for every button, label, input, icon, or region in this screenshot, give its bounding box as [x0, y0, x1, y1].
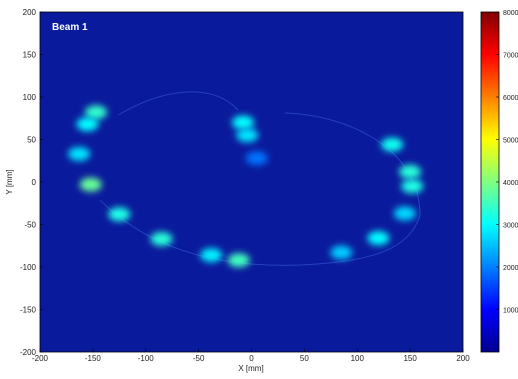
y-tick-label: 50: [27, 136, 36, 145]
colorbar-tick-label: 2000: [503, 265, 518, 272]
beam-spot: [68, 147, 90, 161]
y-tick-label: 100: [23, 93, 37, 102]
y-tick-label: 0: [32, 178, 37, 187]
colorbar-tick-label: 5000: [503, 138, 518, 145]
plot-area: [40, 12, 463, 352]
colorbar-tick-label: 8000: [503, 10, 518, 17]
colorbar-tick-label: 7000: [503, 53, 518, 60]
beam-spot: [246, 151, 268, 165]
x-tick-label: 100: [351, 354, 365, 363]
beam-spot: [394, 206, 416, 220]
colorbar-tick-label: 1000: [503, 308, 518, 315]
y-tick-label: 200: [23, 8, 37, 17]
beam-spot: [236, 128, 258, 142]
beam-spot: [108, 207, 130, 221]
beam-spot: [330, 246, 352, 260]
beam-spot: [367, 231, 389, 245]
y-axis-label: Y [mm]: [5, 169, 14, 194]
beam-spot: [151, 232, 173, 246]
y-tick-label: -150: [20, 306, 37, 315]
x-tick-label: 200: [456, 354, 470, 363]
x-tick-label: 0: [249, 354, 254, 363]
y-tick-label: 150: [23, 51, 37, 60]
chart-title: Beam 1: [52, 22, 88, 33]
beam-spot: [381, 138, 403, 152]
beam-spot: [232, 116, 254, 130]
colorbar-tick-label: 4000: [503, 180, 518, 187]
beam-spot: [200, 248, 222, 262]
y-tick-label: -50: [24, 221, 36, 230]
x-tick-label: 150: [403, 354, 417, 363]
y-tick-label: -200: [20, 348, 37, 357]
x-tick-label: -150: [85, 354, 102, 363]
beam-spot: [77, 117, 99, 131]
x-axis-label: X [mm]: [238, 364, 263, 373]
y-tick-label: -100: [20, 263, 37, 272]
colorbar-tick-label: 3000: [503, 223, 518, 230]
colorbar-tick-label: 6000: [503, 95, 518, 102]
beam-spot: [401, 179, 423, 193]
beam-spot: [399, 165, 421, 179]
x-tick-label: 50: [300, 354, 309, 363]
beam-spot: [85, 105, 107, 119]
x-tick-label: -100: [138, 354, 155, 363]
beam-spot: [228, 253, 250, 267]
beam-spot: [80, 178, 102, 192]
chart: Beam 1 X [mm] Y [mm] -200 -150 -100 -50 0 50 1…: [0, 0, 518, 374]
x-tick-label: -50: [193, 354, 205, 363]
